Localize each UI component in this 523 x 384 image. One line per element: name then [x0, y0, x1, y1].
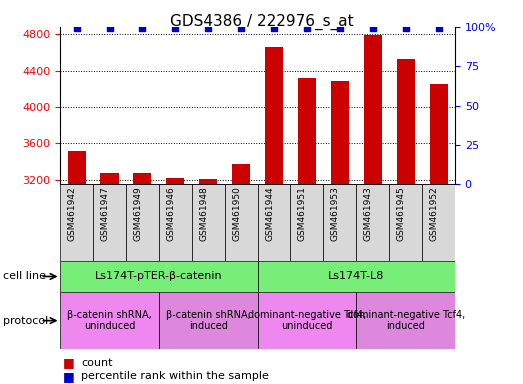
- Text: dominant-negative Tcf4,
induced: dominant-negative Tcf4, induced: [347, 310, 465, 331]
- Text: cell line: cell line: [3, 271, 46, 281]
- Bar: [389, 184, 422, 261]
- Text: GSM461944: GSM461944: [265, 187, 274, 241]
- Bar: [422, 184, 455, 261]
- Bar: [225, 184, 257, 261]
- Text: GSM461949: GSM461949: [133, 187, 142, 242]
- Bar: [93, 184, 126, 261]
- Point: [369, 25, 377, 31]
- Text: dominant-negative Tcf4,
uninduced: dominant-negative Tcf4, uninduced: [248, 310, 366, 331]
- Bar: [331, 81, 349, 384]
- Text: GSM461946: GSM461946: [166, 187, 175, 242]
- Bar: [126, 184, 159, 261]
- Bar: [199, 179, 217, 384]
- Point: [171, 25, 179, 31]
- Point: [336, 25, 344, 31]
- Bar: [290, 184, 323, 261]
- Bar: [257, 292, 356, 349]
- Text: GSM461953: GSM461953: [331, 187, 340, 242]
- Bar: [298, 78, 316, 384]
- Bar: [159, 184, 192, 261]
- Point: [138, 25, 146, 31]
- Point: [270, 25, 278, 31]
- Bar: [429, 84, 448, 384]
- Bar: [356, 292, 455, 349]
- Bar: [60, 261, 257, 292]
- Bar: [257, 261, 455, 292]
- Text: GSM461951: GSM461951: [298, 187, 307, 242]
- Bar: [67, 151, 86, 384]
- Bar: [396, 59, 415, 384]
- Text: protocol: protocol: [3, 316, 48, 326]
- Text: GSM461943: GSM461943: [363, 187, 373, 242]
- Text: GSM461942: GSM461942: [67, 187, 76, 241]
- Text: β-catenin shRNA,
induced: β-catenin shRNA, induced: [166, 310, 251, 331]
- Point: [204, 25, 212, 31]
- Text: Ls174T-L8: Ls174T-L8: [328, 271, 384, 281]
- Text: count: count: [81, 358, 112, 368]
- Bar: [265, 47, 283, 384]
- Bar: [257, 184, 290, 261]
- Text: GSM461952: GSM461952: [429, 187, 439, 242]
- Text: GSM461948: GSM461948: [199, 187, 208, 242]
- Point: [237, 25, 245, 31]
- Point: [435, 25, 443, 31]
- Bar: [192, 184, 225, 261]
- Bar: [363, 35, 382, 384]
- Text: Ls174T-pTER-β-catenin: Ls174T-pTER-β-catenin: [95, 271, 223, 281]
- Bar: [133, 173, 152, 384]
- Text: GSM461947: GSM461947: [100, 187, 109, 242]
- Bar: [356, 184, 389, 261]
- Bar: [60, 184, 93, 261]
- Text: GSM461950: GSM461950: [232, 187, 241, 242]
- Text: ■: ■: [63, 356, 74, 369]
- Text: β-catenin shRNA,
uninduced: β-catenin shRNA, uninduced: [67, 310, 152, 331]
- Text: ■: ■: [63, 370, 74, 383]
- Text: GSM461945: GSM461945: [396, 187, 406, 242]
- Point: [72, 25, 81, 31]
- Bar: [232, 164, 250, 384]
- Point: [303, 25, 311, 31]
- Bar: [166, 179, 185, 384]
- Text: percentile rank within the sample: percentile rank within the sample: [81, 371, 269, 381]
- Bar: [100, 174, 119, 384]
- Bar: [159, 292, 257, 349]
- Point: [105, 25, 113, 31]
- Point: [402, 25, 410, 31]
- Text: GDS4386 / 222976_s_at: GDS4386 / 222976_s_at: [169, 13, 354, 30]
- Bar: [323, 184, 356, 261]
- Bar: [60, 292, 159, 349]
